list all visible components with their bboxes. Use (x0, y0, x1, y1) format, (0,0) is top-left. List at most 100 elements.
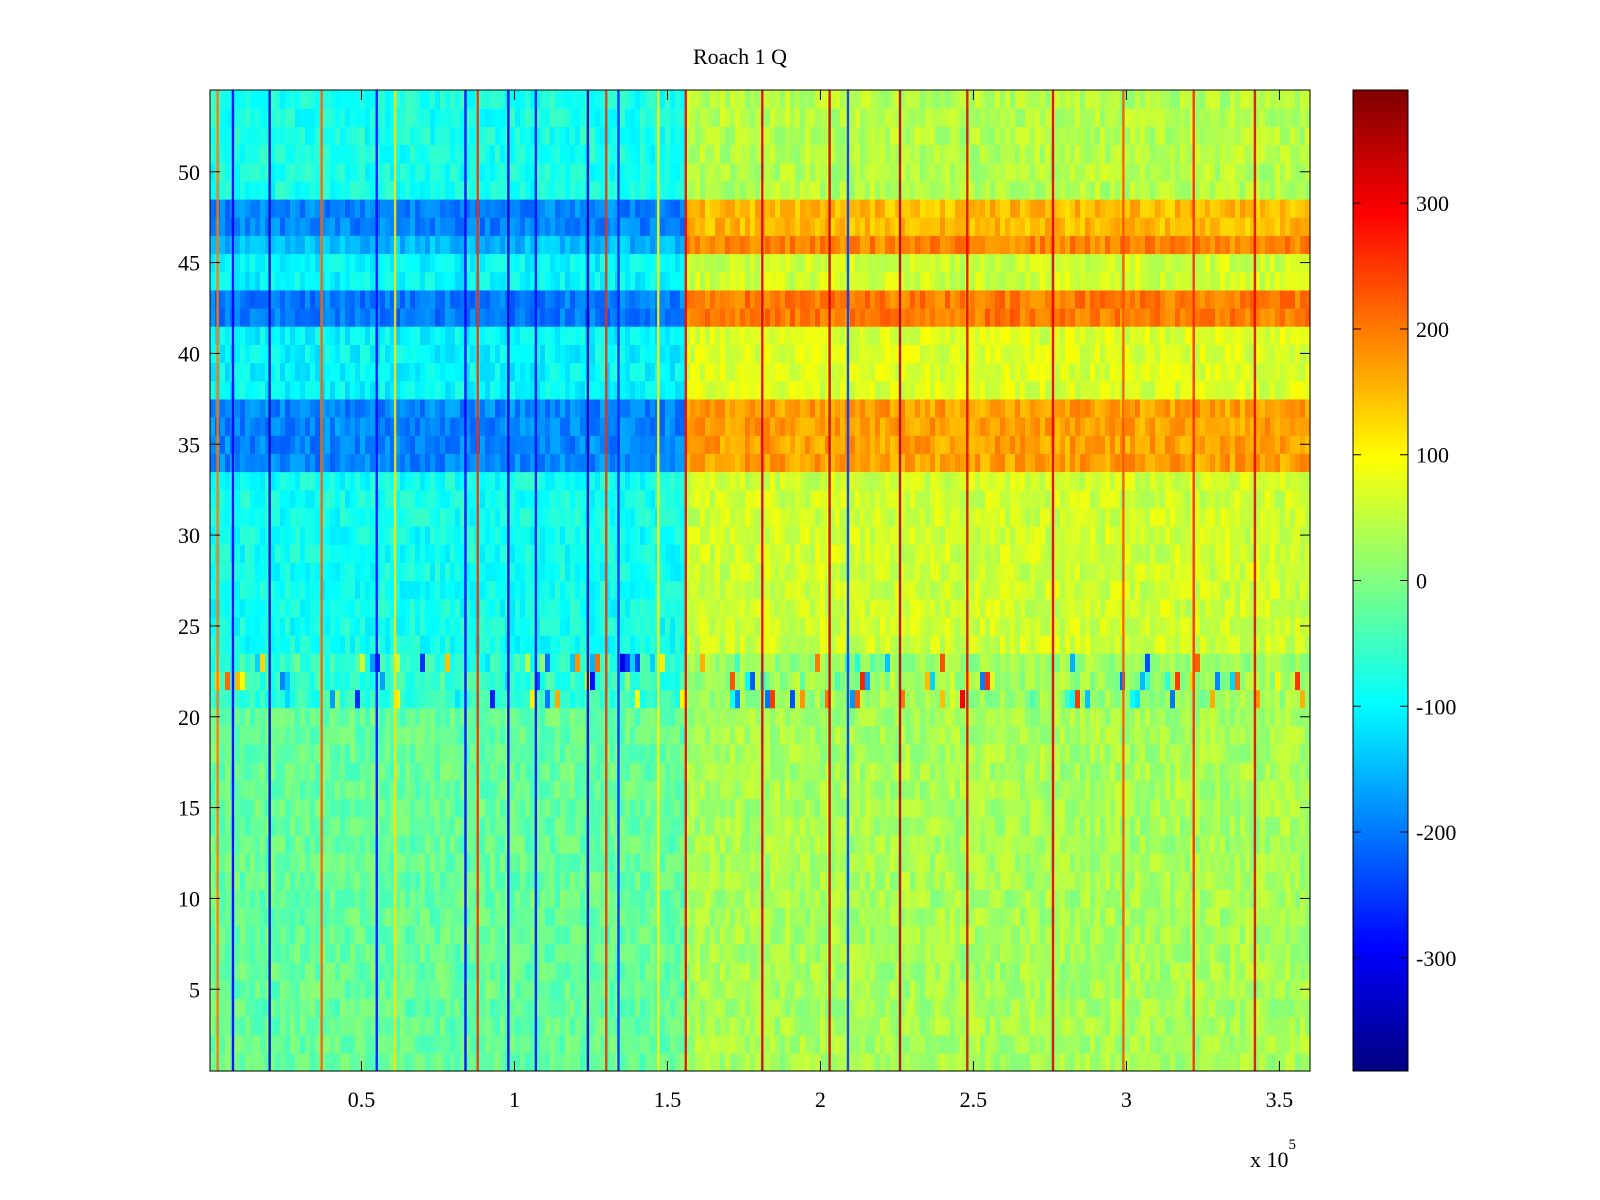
heatmap-cell (450, 834, 456, 854)
heatmap-cell (765, 889, 771, 909)
heatmap-cell (1155, 943, 1161, 963)
heatmap-cell (515, 1034, 521, 1054)
heatmap-cell (1150, 980, 1156, 999)
heatmap-cell (710, 653, 716, 672)
heatmap-cell (825, 762, 831, 781)
heatmap-cell (285, 744, 291, 763)
heatmap-cell (915, 780, 921, 800)
heatmap-cell (1065, 1016, 1071, 1036)
heatmap-cell (460, 853, 466, 872)
heatmap-cell (330, 780, 336, 800)
heatmap-cell (975, 962, 981, 981)
heatmap-cell (625, 725, 631, 745)
heatmap-cell (570, 707, 576, 727)
heatmap-cell (1000, 780, 1006, 800)
heatmap-cell (360, 943, 366, 963)
heatmap-cell (1045, 998, 1051, 1018)
heatmap-cell (295, 653, 301, 672)
heatmap-cell (255, 653, 261, 672)
heatmap-cell (960, 943, 966, 963)
heatmap-cell (405, 689, 411, 709)
heatmap-cell (1070, 943, 1076, 963)
heatmap-cell (730, 780, 736, 800)
heatmap-cell (1110, 798, 1116, 818)
heatmap-cell (1040, 907, 1046, 927)
heatmap-cell (330, 707, 336, 727)
heatmap-cell (645, 725, 651, 745)
heatmap-cell (350, 889, 356, 909)
heatmap-cell (350, 943, 356, 963)
heatmap-cell (1110, 871, 1116, 890)
heatmap-cell (285, 943, 291, 963)
heatmap-cell (380, 744, 386, 763)
heatmap-cell (910, 980, 916, 999)
heatmap-cell (520, 689, 526, 709)
heatmap-cell (590, 689, 596, 709)
heatmap-cell (515, 889, 521, 909)
heatmap-cell (1135, 707, 1141, 727)
heatmap-cell (765, 853, 771, 872)
heatmap-cell (365, 834, 371, 854)
heatmap-cell (1205, 889, 1211, 909)
heatmap-cell (270, 725, 276, 745)
heatmap-cell (1285, 925, 1291, 945)
heatmap-cell (850, 834, 856, 854)
heatmap-cell (405, 816, 411, 836)
heatmap-cell (670, 1016, 676, 1036)
heatmap-cell (660, 762, 666, 781)
heatmap-cell (930, 943, 936, 963)
heatmap-cell (950, 816, 956, 836)
heatmap-cell (935, 816, 941, 836)
heatmap-cell (330, 762, 336, 781)
heatmap-cell (1180, 962, 1186, 981)
heatmap-cell (690, 853, 696, 872)
heatmap-cell (1150, 962, 1156, 981)
heatmap-cell (510, 943, 516, 963)
heatmap-cell (1155, 816, 1161, 836)
heatmap-cell (400, 1034, 406, 1054)
heatmap-cell (1165, 689, 1171, 709)
heatmap-cell (240, 707, 246, 727)
heatmap-cell (955, 816, 961, 836)
heatmap-cell (935, 943, 941, 963)
heatmap-cell (570, 816, 576, 836)
heatmap-cell (295, 816, 301, 836)
heatmap-cell (645, 871, 651, 890)
heatmap-cell (1255, 1016, 1261, 1036)
heatmap-cell (540, 762, 546, 781)
heatmap-cell (885, 798, 891, 818)
heatmap-cell (435, 925, 441, 945)
heatmap-cell (870, 943, 876, 963)
heatmap-cell (1150, 816, 1156, 836)
heatmap-cell (645, 998, 651, 1018)
heatmap-cell (1175, 907, 1181, 927)
heatmap-cell (265, 780, 271, 800)
heatmap-cell (900, 871, 906, 890)
heatmap-cell (545, 925, 551, 945)
heatmap-cell (235, 871, 241, 890)
heatmap-cell (450, 925, 456, 945)
heatmap-cell (400, 1052, 406, 1072)
heatmap-cell (905, 707, 911, 727)
heatmap-cell (810, 780, 816, 800)
heatmap-cell (555, 962, 561, 981)
heatmap-cell (945, 744, 951, 763)
heatmap-cell (1285, 871, 1291, 890)
heatmap-cell (865, 998, 871, 1018)
heatmap-cell (720, 943, 726, 963)
heatmap-cell (425, 707, 431, 727)
heatmap-cell (500, 1034, 506, 1054)
heatmap-cell (460, 671, 466, 691)
heatmap-cell (735, 780, 741, 800)
heatmap-cell (1105, 671, 1111, 691)
heatmap-cell (1290, 689, 1296, 709)
heatmap-cell (1000, 907, 1006, 927)
heatmap-cell (1035, 998, 1041, 1018)
heatmap-cell (1045, 871, 1051, 890)
heatmap-cell (745, 762, 751, 781)
heatmap-cell (705, 1034, 711, 1054)
heatmap-cell (540, 653, 546, 672)
heatmap-cell (705, 889, 711, 909)
heatmap-cell (300, 1016, 306, 1036)
heatmap-cell (895, 925, 901, 945)
